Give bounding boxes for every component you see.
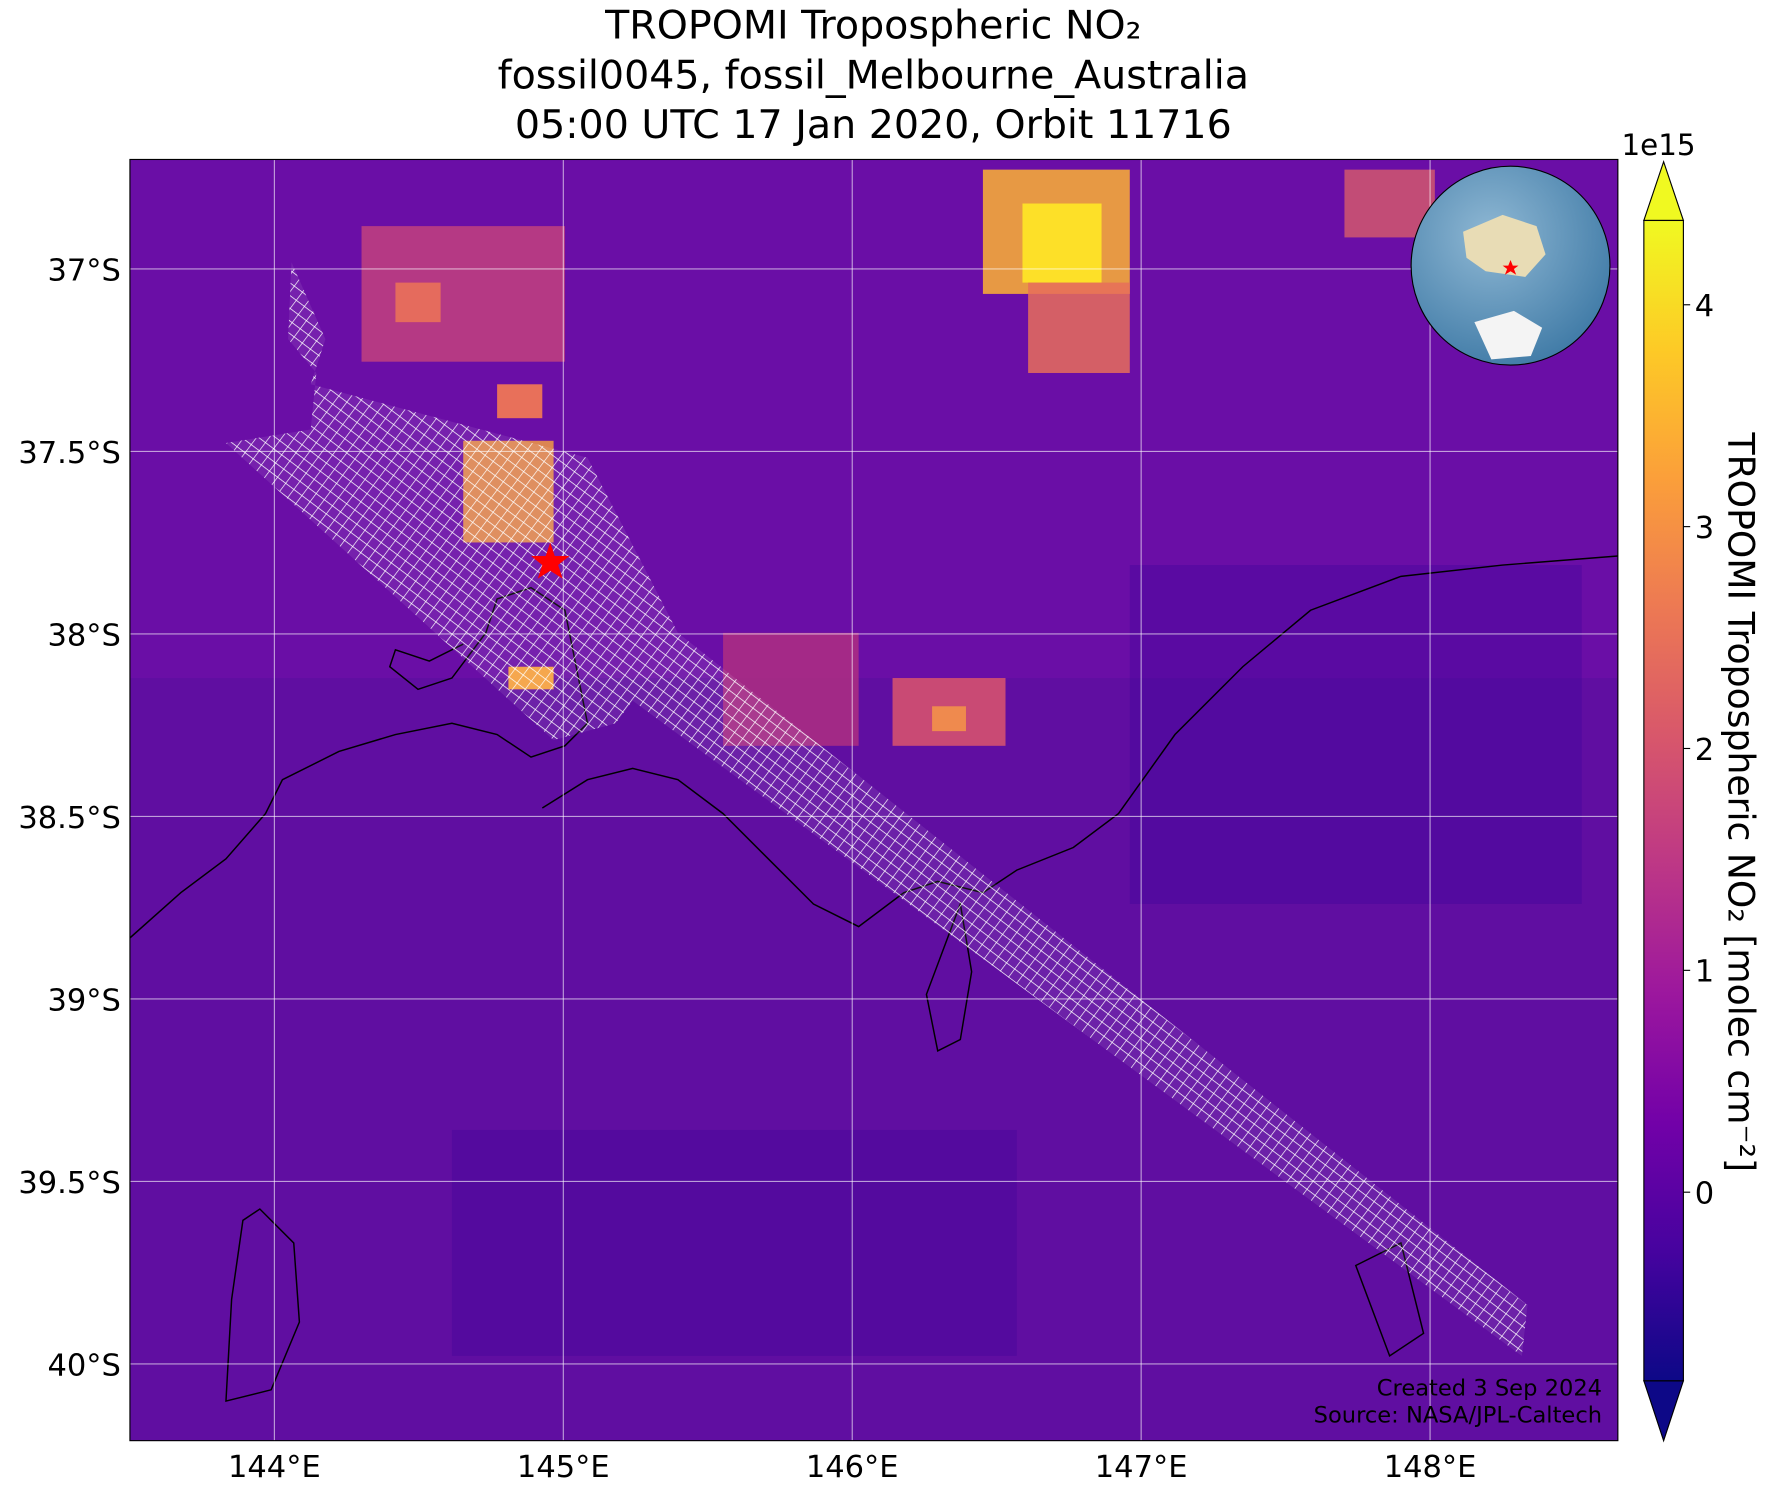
x-tick-label: 147°E [1095, 1450, 1188, 1485]
credit-line: Created 3 Sep 2024 [1377, 1375, 1602, 1401]
map: Created 3 Sep 2024 Source: NASA/JPL-Calt… [129, 159, 1618, 1441]
y-tick-label: 37.5°S [18, 436, 121, 471]
x-tick-label: 146°E [806, 1450, 899, 1485]
y-tick-label: 40°S [47, 1348, 120, 1383]
title-line: TROPOMI Tropospheric NO₂ [604, 3, 1141, 49]
x-tick-label: 144°E [228, 1450, 321, 1485]
y-tick-label: 39.5°S [18, 1166, 121, 1201]
globe-inset [1410, 165, 1611, 366]
colorbar-tick-label: 0 [1695, 1176, 1714, 1211]
map-frame [129, 158, 1619, 1442]
colorbar: 0 1 2 3 4 1e15 TROPOMI Tropospheric NO₂ [molec… [1621, 128, 1763, 1443]
x-tick-label: 148°E [1384, 1450, 1477, 1485]
colorbar-tick-label: 1 [1695, 955, 1714, 990]
title: TROPOMI Tropospheric NO₂ fossil0045, fos… [498, 3, 1249, 148]
site-marker [531, 542, 570, 579]
y-tick-label: 38°S [47, 618, 120, 653]
y-tick-label: 39°S [47, 983, 120, 1018]
x-tick-label: 145°E [517, 1450, 610, 1485]
colorbar-tick-label: 4 [1695, 289, 1714, 324]
colorbar-extend-min [1643, 1380, 1685, 1443]
y-tick-label: 38.5°S [18, 801, 121, 836]
title-line: 05:00 UTC 17 Jan 2020, Orbit 11716 [515, 102, 1232, 148]
colorbar-offset: 1e15 [1621, 128, 1695, 162]
credit-line: Source: NASA/JPL-Caltech [1314, 1403, 1602, 1429]
swath-grid [225, 262, 1528, 1356]
colorbar-tick-label: 2 [1695, 733, 1714, 768]
credits: Created 3 Sep 2024 Source: NASA/JPL-Calt… [1314, 1375, 1602, 1428]
colorbar-label: TROPOMI Tropospheric NO₂ [molec cm⁻²] [1720, 432, 1763, 1173]
title-line: fossil0045, fossil_Melbourne_Australia [498, 52, 1249, 98]
colorbar-gradient [1643, 219, 1684, 1382]
y-tick-label: 37°S [47, 253, 120, 288]
colorbar-tick-label: 3 [1695, 511, 1714, 546]
colorbar-extend-max [1643, 159, 1685, 222]
gridlines [129, 159, 1618, 1441]
